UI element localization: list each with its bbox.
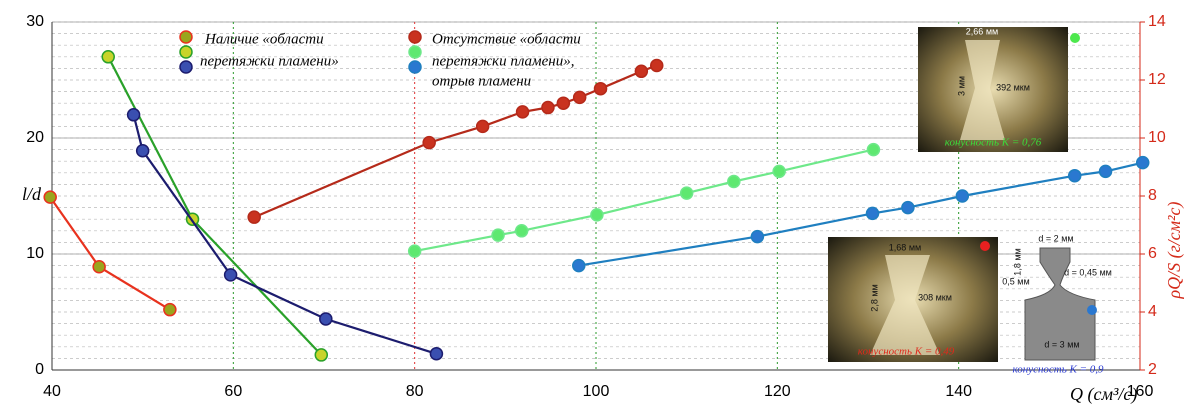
channel	[960, 40, 1005, 140]
point	[1067, 168, 1082, 183]
point	[865, 206, 880, 221]
inset-caption: конусность K = 0,76	[945, 137, 1042, 149]
y2-tick-label: 2	[1148, 361, 1157, 378]
y-tick-label: 20	[26, 129, 44, 146]
series-line	[414, 148, 874, 253]
point	[1098, 164, 1113, 179]
point	[223, 268, 238, 282]
point	[407, 244, 422, 258]
inset-label: d = 3 мм	[1044, 339, 1079, 349]
series-line	[49, 196, 171, 311]
x-tick-label: 100	[583, 383, 610, 400]
x-axis-title: Q (см³/с)	[1070, 384, 1137, 405]
legend-text: отрыв пламени	[432, 73, 531, 89]
point	[679, 186, 694, 200]
legend-marker	[408, 30, 422, 44]
y2-tick-label: 6	[1148, 245, 1157, 262]
marks	[43, 50, 1150, 362]
marker	[980, 241, 990, 251]
point	[649, 58, 664, 73]
x-tick-label: 40	[43, 383, 61, 400]
inset-label: d = 0,45 мм	[1064, 267, 1112, 277]
y-tick-label: 30	[26, 13, 44, 30]
point	[572, 90, 587, 105]
inset-label: 308 мкм	[918, 292, 952, 302]
inset-label: 2,8 мм	[869, 284, 879, 311]
inset-label: 2,66 мм	[966, 26, 998, 36]
inset-diagram: d = 2 мм 1,8 мм 0,5 мм d = 0,45 мм d = 3…	[1002, 233, 1112, 375]
point	[514, 224, 529, 238]
point	[43, 190, 57, 204]
point	[866, 142, 881, 157]
y2-tick-label: 8	[1148, 187, 1157, 204]
point	[541, 100, 555, 115]
point	[314, 348, 329, 362]
legend-marker	[179, 45, 193, 59]
y2-tick-label: 4	[1148, 303, 1157, 320]
legend-text: перетяжки пламени»	[200, 53, 339, 69]
point	[593, 81, 608, 96]
point	[475, 119, 490, 134]
legend-marker	[179, 60, 193, 74]
point	[135, 144, 150, 158]
point	[126, 108, 141, 122]
x-tick-label: 80	[406, 383, 424, 400]
point	[727, 174, 741, 189]
x-tick-label: 60	[224, 383, 242, 400]
series-line	[107, 56, 323, 356]
point	[319, 312, 333, 326]
y2-tick-label: 14	[1148, 13, 1166, 30]
point	[1135, 155, 1150, 170]
point	[556, 96, 571, 110]
y2-tick-label: 12	[1148, 71, 1166, 88]
point	[750, 229, 765, 244]
point	[247, 210, 261, 224]
point	[515, 105, 530, 119]
point	[572, 258, 586, 273]
series-line	[253, 64, 658, 219]
marker	[1070, 33, 1080, 43]
point	[901, 200, 915, 215]
legend-marker	[408, 45, 422, 59]
y2-tick-label: 10	[1148, 129, 1166, 146]
point	[429, 347, 444, 361]
y-tick-label: 10	[26, 245, 44, 262]
inset-caption: конусность K = 0,49	[858, 346, 955, 358]
point	[422, 135, 436, 150]
inset-photo-1: 2,66 мм 3 мм 392 мкм конусность K = 0,76	[918, 26, 1080, 152]
legend-marker	[408, 60, 422, 74]
nozzle	[1024, 247, 1096, 361]
inset-label: d = 2 мм	[1038, 233, 1073, 243]
y-tick-label: 0	[35, 361, 44, 378]
marker	[1087, 305, 1097, 315]
inset-caption: конусность K = 0,9	[1013, 364, 1104, 376]
y-axis-title: l/d	[22, 184, 42, 204]
inset-label: 1,8 мм	[1012, 248, 1022, 275]
legend-text: Наличие «области	[204, 31, 324, 47]
point	[955, 189, 970, 203]
point	[163, 302, 177, 317]
y2-axis-title: ρQ/S (г/см²с)	[1164, 201, 1185, 299]
x-tick-label: 140	[945, 383, 972, 400]
inset-label: 1,68 мм	[889, 242, 921, 252]
point	[772, 164, 786, 179]
legend-text: Отсутствие «области	[432, 31, 581, 47]
point	[491, 228, 505, 242]
inset-label: 3 мм	[956, 76, 966, 96]
inset-photo-2: 1,68 мм 2,8 мм 308 мкм конусность K = 0,…	[828, 237, 998, 362]
x-tick-label: 120	[764, 383, 791, 400]
point	[92, 260, 106, 274]
legend-text: перетяжки пламени»,	[432, 53, 574, 69]
point	[590, 208, 604, 222]
legend-marker	[179, 30, 193, 44]
point	[634, 64, 649, 79]
inset-label: 392 мкм	[996, 82, 1030, 92]
point	[101, 50, 115, 64]
channel	[870, 255, 940, 355]
inset-label: 0,5 мм	[1002, 276, 1029, 286]
x-tick-label: 160	[1127, 383, 1154, 400]
